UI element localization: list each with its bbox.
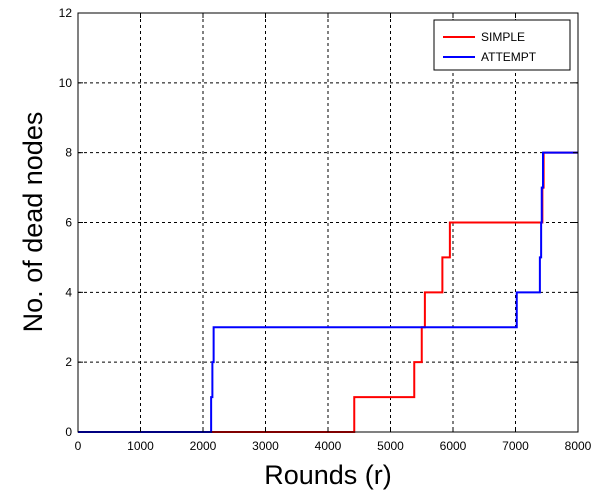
series-layer	[78, 151, 578, 433]
y-tick-label: 12	[59, 6, 73, 20]
y-tick-label: 4	[65, 285, 72, 299]
series-line-attempt	[78, 151, 578, 433]
y-tick-label: 8	[65, 146, 72, 160]
x-tick-label: 3000	[252, 439, 279, 453]
x-tick-label: 4000	[315, 439, 342, 453]
ticks: 0 1000 2000 3000 4000 5000 6000 7000 8000 0 2 4 6 8 10…	[59, 6, 592, 453]
y-axis-title: No. of dead nodes	[18, 112, 48, 333]
x-tick-label: 2000	[190, 439, 217, 453]
x-tick-label: 7000	[502, 439, 529, 453]
y-tick-label: 0	[65, 425, 72, 439]
x-tick-label: 5000	[377, 439, 404, 453]
legend-label-simple: SIMPLE	[481, 30, 525, 44]
x-axis-title: Rounds (r)	[264, 460, 392, 490]
legend-label-attempt: ATTEMPT	[481, 50, 537, 64]
y-tick-label: 10	[59, 76, 73, 90]
y-tick-label: 6	[65, 216, 72, 230]
x-tick-label: 6000	[440, 439, 467, 453]
x-tick-label: 1000	[127, 439, 154, 453]
y-tick-label: 2	[65, 355, 72, 369]
legend: SIMPLE ATTEMPT	[433, 19, 571, 71]
x-tick-label: 0	[75, 439, 82, 453]
x-tick-label: 8000	[565, 439, 592, 453]
legend-box	[433, 19, 571, 71]
